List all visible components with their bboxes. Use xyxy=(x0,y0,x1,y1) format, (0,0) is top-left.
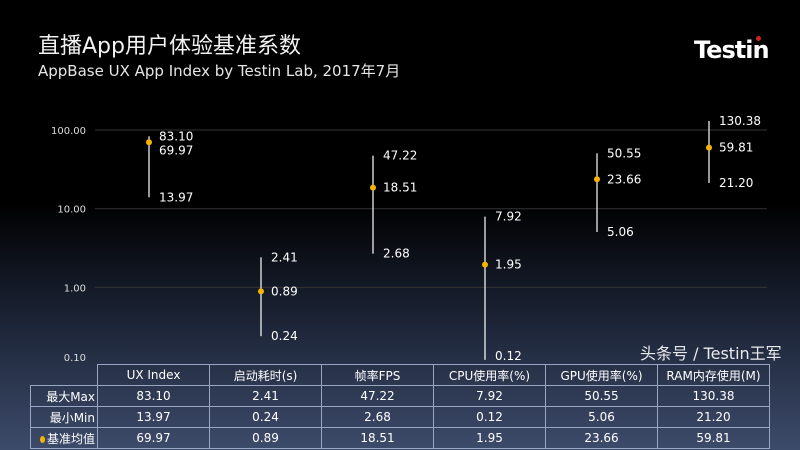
page-subtitle: AppBase UX App Index by Testin Lab, 2017… xyxy=(38,62,401,80)
min-label: 13.97 xyxy=(159,190,193,204)
mean-marker-icon xyxy=(39,435,45,443)
table-cell: 83.10 xyxy=(97,385,210,407)
row-header: 最小Min xyxy=(30,406,98,428)
table-header-row: UX Index 启动耗时(s) 帧率FPS CPU使用率(%) GPU使用率(… xyxy=(31,364,770,386)
min-label: 0.12 xyxy=(495,349,522,363)
y-tick-label: 100.00 xyxy=(51,126,86,137)
table-cell: 47.22 xyxy=(321,385,434,407)
y-tick-label: 10.00 xyxy=(57,205,86,216)
table-row-max: 最大Max 83.10 2.41 47.22 7.92 50.55 130.38 xyxy=(30,385,770,407)
column-header: GPU使用率(%) xyxy=(545,364,658,386)
table-cell: 2.41 xyxy=(209,385,322,407)
max-label: 50.55 xyxy=(607,146,641,160)
y-tick-label: 1.00 xyxy=(64,283,86,294)
watermark: 头条号 / Testin王军 xyxy=(640,344,782,363)
table-row-min: 最小Min 13.97 0.24 2.68 0.12 5.06 21.20 xyxy=(30,406,770,428)
mean-marker xyxy=(146,139,152,146)
mean-label: 69.97 xyxy=(159,143,193,157)
min-label: 2.68 xyxy=(383,247,410,261)
column-header: 帧率FPS xyxy=(321,364,434,386)
testin-logo: Testin xyxy=(694,36,770,64)
data-table: UX Index 启动耗时(s) 帧率FPS CPU使用率(%) GPU使用率(… xyxy=(30,364,770,449)
max-label: 83.10 xyxy=(159,129,193,143)
mean-label: 0.89 xyxy=(271,284,298,298)
column-header: RAM内存使用(M) xyxy=(657,364,770,386)
table-cell: 59.81 xyxy=(657,427,770,449)
min-label: 21.20 xyxy=(719,176,753,190)
mean-marker xyxy=(594,176,600,183)
column-header: CPU使用率(%) xyxy=(433,364,546,386)
max-label: 47.22 xyxy=(383,149,417,163)
y-tick-label: 0.10 xyxy=(64,353,86,364)
mean-marker xyxy=(258,288,264,295)
max-label: 2.41 xyxy=(271,250,298,264)
mean-label: 18.51 xyxy=(383,181,417,195)
mean-label: 1.95 xyxy=(495,258,522,272)
column-header: UX Index xyxy=(97,364,210,386)
row-header: 最大Max xyxy=(30,385,98,407)
mean-marker xyxy=(706,144,712,151)
table-cell: 50.55 xyxy=(545,385,658,407)
mean-label: 59.81 xyxy=(719,141,753,155)
mean-marker xyxy=(370,184,376,191)
table-cell: 7.92 xyxy=(433,385,546,407)
table-cell: 5.06 xyxy=(545,406,658,428)
table-cell: 21.20 xyxy=(657,406,770,428)
min-label: 0.24 xyxy=(271,329,298,343)
table-cell: 69.97 xyxy=(97,427,210,449)
table-cell: 130.38 xyxy=(657,385,770,407)
max-label: 130.38 xyxy=(719,114,761,128)
page-title: 直播App用户体验基准系数 xyxy=(38,34,301,59)
table-cell: 2.68 xyxy=(321,406,434,428)
table-cell: 13.97 xyxy=(97,406,210,428)
column-header: 启动耗时(s) xyxy=(209,364,322,386)
row-header: 基准均值 xyxy=(30,427,98,449)
table-cell: 0.24 xyxy=(209,406,322,428)
table-cell: 23.66 xyxy=(545,427,658,449)
table-cell: 1.95 xyxy=(433,427,546,449)
max-label: 7.92 xyxy=(495,210,522,224)
table-cell: 0.12 xyxy=(433,406,546,428)
mean-marker xyxy=(482,261,488,268)
table-cell: 0.89 xyxy=(209,427,322,449)
mean-label: 23.66 xyxy=(607,172,641,186)
table-row-mean: 基准均值 69.97 0.89 18.51 1.95 23.66 59.81 xyxy=(30,427,770,449)
min-label: 5.06 xyxy=(607,225,634,239)
table-cell: 18.51 xyxy=(321,427,434,449)
